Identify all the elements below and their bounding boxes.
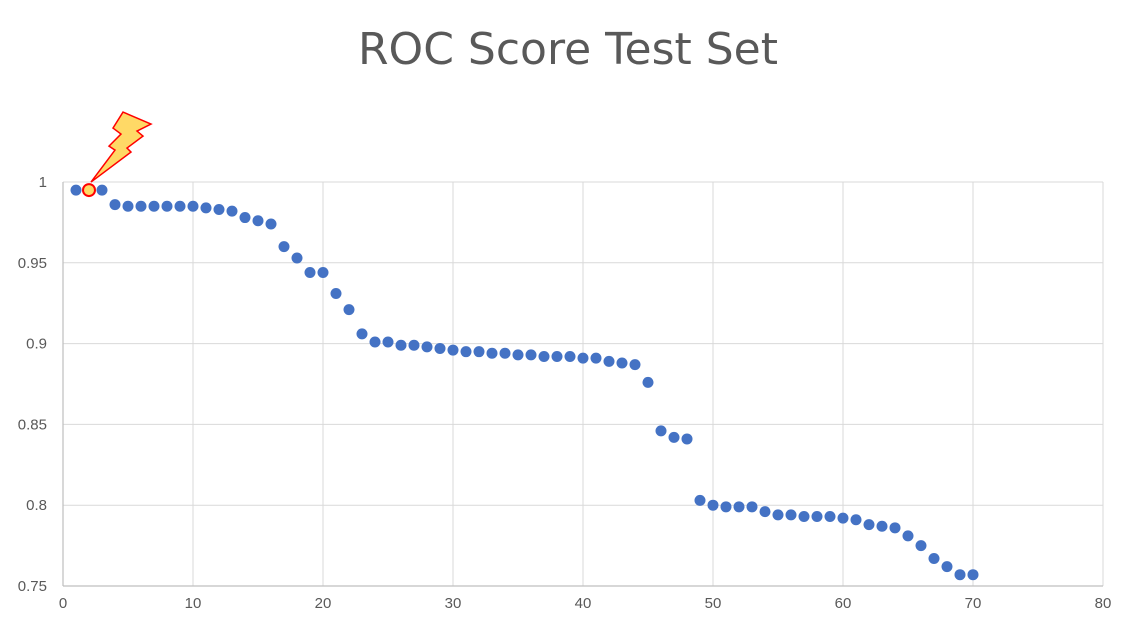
data-point bbox=[525, 349, 537, 361]
data-point bbox=[252, 215, 264, 227]
data-point bbox=[616, 357, 628, 369]
data-point bbox=[837, 512, 849, 524]
data-point bbox=[460, 346, 472, 358]
data-point bbox=[369, 336, 381, 348]
data-point bbox=[772, 509, 784, 521]
data-point bbox=[122, 200, 134, 212]
data-point bbox=[109, 199, 121, 211]
data-point bbox=[564, 351, 576, 363]
y-tick-label: 0.95 bbox=[18, 255, 47, 272]
data-point bbox=[785, 509, 797, 521]
chart-title: ROC Score Test Set bbox=[357, 24, 779, 75]
y-tick-label: 0.75 bbox=[18, 578, 47, 595]
data-point bbox=[941, 561, 953, 573]
data-point bbox=[889, 522, 901, 534]
data-points bbox=[70, 183, 979, 581]
data-point bbox=[343, 304, 355, 316]
data-point bbox=[954, 569, 966, 581]
data-point bbox=[902, 530, 914, 542]
data-point bbox=[304, 266, 316, 278]
data-point bbox=[187, 200, 199, 212]
data-point bbox=[96, 184, 108, 196]
data-point bbox=[681, 433, 693, 445]
data-point bbox=[863, 519, 875, 531]
data-point bbox=[811, 511, 823, 523]
data-point bbox=[928, 553, 940, 565]
data-point bbox=[707, 499, 719, 511]
data-point bbox=[135, 200, 147, 212]
data-point bbox=[694, 494, 706, 506]
data-point bbox=[551, 351, 563, 363]
data-point bbox=[226, 205, 238, 217]
data-point bbox=[590, 352, 602, 364]
x-tick-label: 70 bbox=[965, 595, 982, 612]
data-point bbox=[733, 501, 745, 513]
data-point bbox=[278, 241, 290, 253]
data-point bbox=[174, 200, 186, 212]
data-point bbox=[382, 336, 394, 348]
data-point bbox=[395, 339, 407, 351]
data-point bbox=[655, 425, 667, 437]
axes bbox=[62, 182, 1103, 587]
data-point bbox=[798, 511, 810, 523]
data-point bbox=[161, 200, 173, 212]
y-tick-label: 0.85 bbox=[18, 416, 47, 433]
x-tick-label: 10 bbox=[185, 595, 202, 612]
data-point bbox=[668, 431, 680, 443]
data-point bbox=[603, 355, 615, 367]
data-point bbox=[434, 342, 446, 354]
data-point bbox=[512, 349, 524, 361]
data-point bbox=[746, 501, 758, 513]
data-point bbox=[629, 359, 641, 371]
y-tick-label: 0.8 bbox=[26, 497, 47, 514]
data-point bbox=[967, 569, 979, 581]
y-tick-label: 0.9 bbox=[26, 336, 47, 353]
data-point bbox=[876, 520, 888, 532]
grid bbox=[63, 181, 1104, 586]
data-point bbox=[356, 328, 368, 340]
data-point bbox=[499, 347, 511, 359]
data-point bbox=[538, 351, 550, 363]
data-point bbox=[265, 218, 277, 230]
x-tick-label: 80 bbox=[1095, 595, 1112, 612]
data-point bbox=[759, 506, 771, 518]
data-point bbox=[720, 501, 732, 513]
x-tick-label: 20 bbox=[315, 595, 332, 612]
data-point bbox=[421, 341, 433, 353]
x-tick-label: 50 bbox=[705, 595, 722, 612]
annotation-layer bbox=[90, 111, 153, 183]
data-point bbox=[642, 376, 654, 388]
data-point bbox=[447, 344, 459, 356]
data-point bbox=[824, 511, 836, 523]
x-tick-label: 0 bbox=[59, 595, 67, 612]
x-tick-label: 60 bbox=[835, 595, 852, 612]
highlighted-data-point bbox=[82, 183, 96, 198]
data-point bbox=[486, 347, 498, 359]
y-tick-label: 1 bbox=[39, 174, 47, 191]
data-point bbox=[915, 540, 927, 552]
data-point bbox=[473, 346, 485, 358]
x-tick-label: 30 bbox=[445, 595, 462, 612]
data-point bbox=[239, 212, 251, 224]
data-point bbox=[317, 266, 329, 278]
data-point bbox=[330, 288, 342, 300]
lightning-icon bbox=[90, 111, 153, 183]
data-point bbox=[850, 514, 862, 526]
data-point bbox=[200, 202, 212, 214]
data-point bbox=[213, 203, 225, 215]
data-point bbox=[148, 200, 160, 212]
data-point bbox=[408, 339, 420, 351]
data-point bbox=[577, 352, 589, 364]
data-point bbox=[291, 252, 303, 264]
x-tick-label: 40 bbox=[575, 595, 592, 612]
tick-labels: 0 10 20 30 40 50 60 70 80 0.75 0.8 0.85 0.9 0.95 1 bbox=[18, 174, 1112, 612]
data-point bbox=[70, 184, 82, 196]
